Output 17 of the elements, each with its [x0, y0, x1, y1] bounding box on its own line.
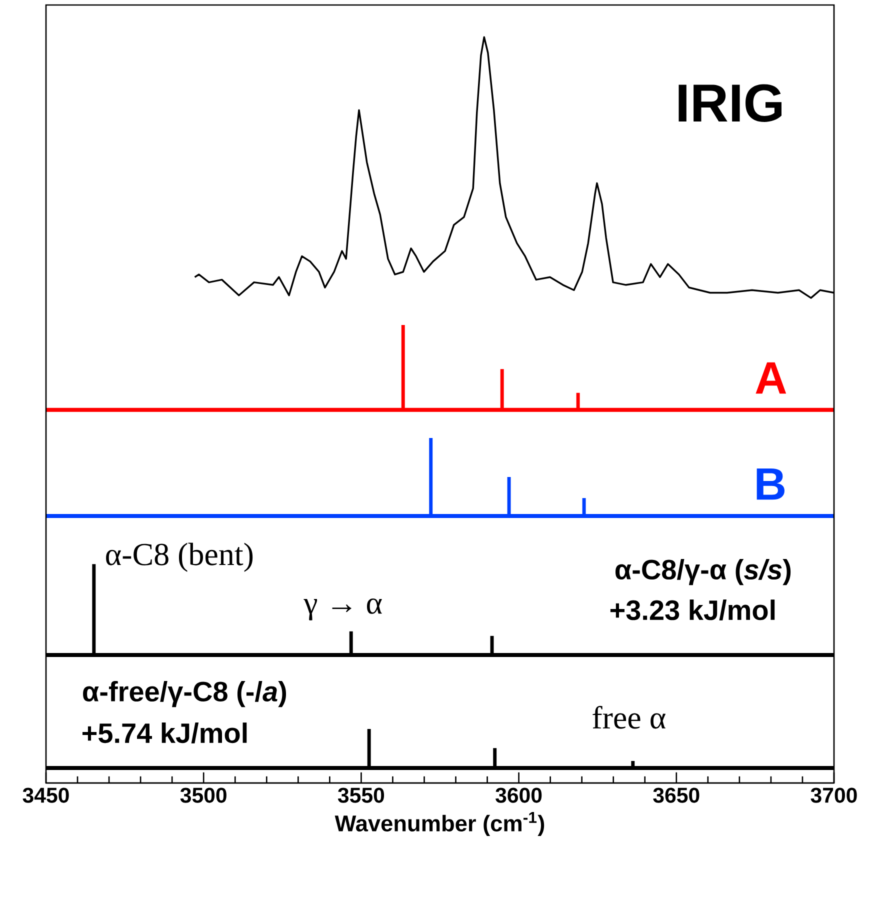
text: B — [756, 468, 784, 500]
text: α-C8/γ-α (s/s) — [615, 558, 791, 586]
annotation: γ → α — [304, 598, 382, 620]
series-label: IRIG — [678, 84, 782, 122]
text: α-free/γ-C8 (-/a) — [83, 680, 286, 708]
x-tick-label: 3650 — [653, 788, 700, 803]
x-axis-title: Wavenumber (cm$^{-1}$) — [334, 812, 544, 836]
x-tick-label: 3550 — [338, 788, 384, 803]
annotation: +5.74 kJ/mol — [82, 722, 247, 744]
x-tick-label: 3600 — [496, 788, 542, 803]
annotation: α-C8 (bent) — [106, 542, 253, 572]
x-tick-label: 3500 — [180, 788, 226, 803]
annotation: free α — [592, 706, 666, 729]
x-tick-label: 3450 — [22, 788, 69, 803]
text: A — [756, 362, 786, 394]
x-tick-label: 3700 — [810, 788, 857, 803]
annotation: +3.23 kJ/mol — [610, 600, 775, 620]
